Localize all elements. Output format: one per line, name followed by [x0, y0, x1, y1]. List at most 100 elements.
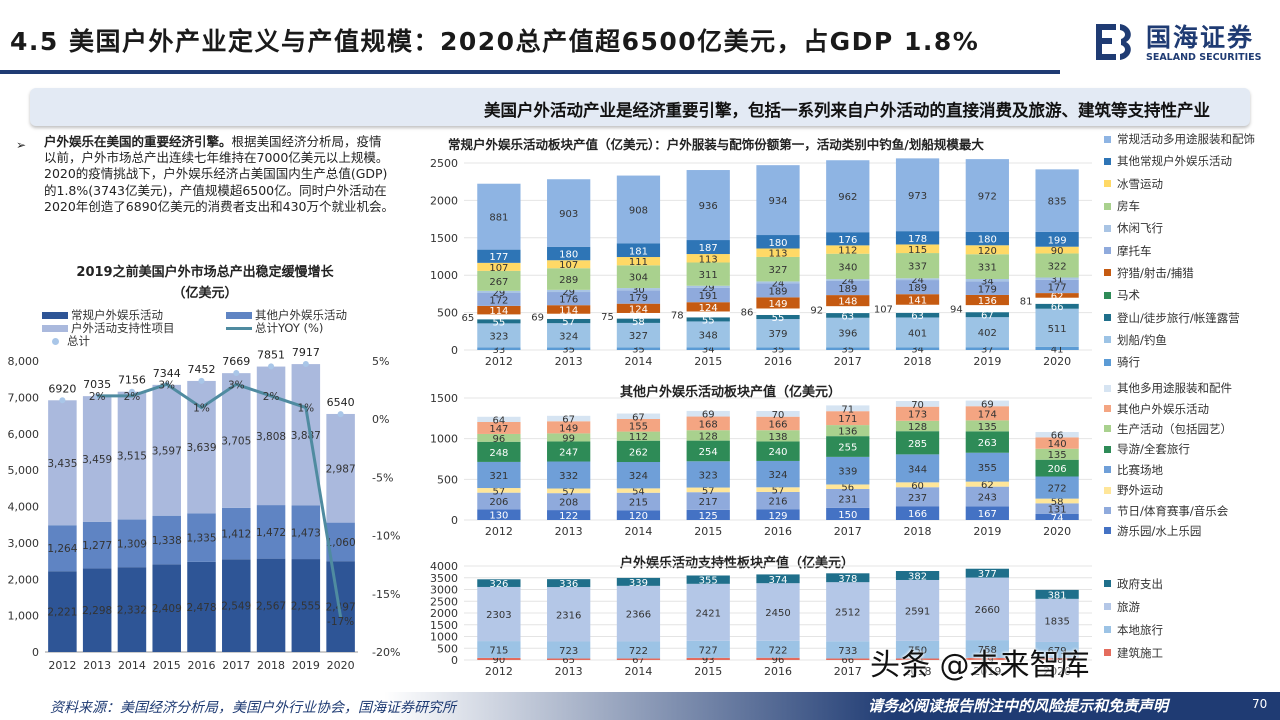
bar-value-label: 180 [559, 250, 578, 261]
page-number: 70 [1252, 697, 1268, 711]
bar-value-label: 65 [562, 655, 575, 666]
bar-value-label: 339 [629, 578, 648, 589]
bar-value-label: 381 [1048, 590, 1067, 601]
bar-value-label: 88 [1051, 655, 1064, 666]
bar-segment [477, 323, 521, 348]
bar-segment [965, 294, 1009, 306]
bar-segment [547, 318, 591, 324]
bar-value-label: 2,221 [47, 607, 77, 619]
bar-segment [152, 515, 181, 565]
bar-segment [965, 312, 1009, 318]
bar-value-label: 1,473 [291, 527, 321, 539]
bar-segment [326, 561, 355, 652]
bar-segment [756, 283, 800, 298]
bar-segment [826, 456, 870, 485]
bar-value-label: 58 [1051, 497, 1064, 508]
bar-value-label: 2,549 [221, 601, 251, 613]
bar-segment [1035, 297, 1079, 304]
bar-value-label: 107 [874, 305, 893, 316]
bar-segment [616, 413, 661, 419]
bar-segment [895, 658, 940, 660]
bar-segment [895, 482, 940, 488]
logo-chinese-name: 国海证券 [1146, 23, 1255, 52]
total-label: 7156 [118, 374, 146, 387]
bar-segment [48, 400, 77, 526]
bar-segment [756, 235, 800, 249]
bar-value-label: 112 [629, 432, 648, 443]
x-tick-label: 2020 [1043, 525, 1071, 538]
legend-label: 政府支出 [1117, 576, 1163, 591]
bar-segment [965, 347, 1009, 350]
bar-segment [1035, 589, 1079, 599]
bar-segment [477, 441, 521, 462]
legend-item: 生产活动（包括园艺） [1104, 419, 1280, 439]
bar-value-label: 63 [841, 311, 854, 322]
bar-value-label: 67 [632, 655, 645, 666]
bar-value-label: 348 [699, 330, 718, 341]
x-tick-label: 2015 [694, 355, 722, 368]
bar-value-label: 402 [978, 328, 997, 339]
legend-item: 节日/体育赛事/音乐会 [1104, 500, 1280, 520]
bar-segment [965, 254, 1009, 280]
bar-value-label: 248 [489, 448, 508, 459]
bar-value-label: 113 [699, 254, 718, 265]
bar-value-label: 65 [462, 313, 475, 324]
y-tick-label: 2,000 [8, 573, 40, 586]
bar-segment [965, 406, 1009, 421]
summary-paragraph: 户外娱乐在美国的重要经济引擎。根据美国经济分析局，疫情以前，户外市场总产出连续七… [44, 134, 394, 215]
bar-segment [756, 416, 800, 431]
bar-segment [1035, 448, 1079, 460]
bar-segment [826, 347, 870, 350]
bar-segment [117, 391, 147, 520]
legend-swatch [1104, 314, 1111, 322]
legend-item: 野外运动 [1104, 480, 1280, 500]
bar-segment [965, 317, 1009, 348]
y-tick-label: 1000 [430, 433, 458, 446]
bar-value-label: 57 [562, 317, 575, 328]
bar-value-label: 57 [493, 486, 506, 497]
bar-segment [895, 640, 940, 659]
bar-segment [616, 462, 661, 489]
y-tick-label: 1,000 [8, 610, 40, 623]
bar-value-label: 86 [741, 308, 754, 319]
legend-swatch [1104, 649, 1111, 656]
bar-value-label: 189 [908, 283, 927, 294]
bar-segment [117, 519, 147, 568]
bar-value-label: 973 [908, 191, 927, 202]
legend-swatch [1104, 486, 1111, 494]
bar-value-label: 962 [838, 192, 857, 203]
bar-value-label: 733 [838, 646, 857, 657]
bar-value-label: 216 [768, 497, 787, 508]
bar-segment [222, 507, 251, 560]
legend-label: 生产活动（包括园艺） [1117, 421, 1232, 436]
bar-value-label: 96 [772, 655, 785, 666]
bar-value-label: 206 [489, 497, 508, 508]
bar-value-label: 311 [699, 270, 718, 281]
bar-value-label: 722 [768, 645, 787, 656]
bar-segment [965, 245, 1009, 255]
bar-value-label: 177 [489, 252, 508, 263]
bar-value-label: 2,409 [152, 603, 182, 615]
bar-value-label: 34 [981, 276, 994, 287]
legend-swatch [1104, 405, 1111, 413]
legend-item: 登山/徒步旅行/帐篷露营 [1104, 306, 1280, 328]
legend-swatch [1104, 580, 1111, 587]
bar-value-label: 89 [981, 655, 994, 666]
y-tick-label: 1500 [430, 232, 458, 245]
bar-value-label: 237 [908, 493, 927, 504]
bar-value-label: 94 [950, 305, 963, 316]
bar-segment [826, 425, 870, 437]
bar-segment [965, 231, 1009, 246]
bar-segment [756, 281, 800, 284]
bar-segment [965, 506, 1009, 520]
bar-segment [756, 411, 800, 417]
bar-segment [48, 571, 77, 652]
bar-segment [756, 583, 800, 641]
bar-segment [686, 287, 730, 303]
bar-value-label: 908 [629, 206, 648, 217]
x-tick-label: 2012 [485, 525, 513, 538]
watermark: 头条 @未来智库 [870, 648, 1090, 683]
bar-segment [1035, 657, 1079, 660]
x-tick-label: 2019 [292, 659, 320, 672]
bar-value-label: 3,639 [186, 442, 216, 454]
